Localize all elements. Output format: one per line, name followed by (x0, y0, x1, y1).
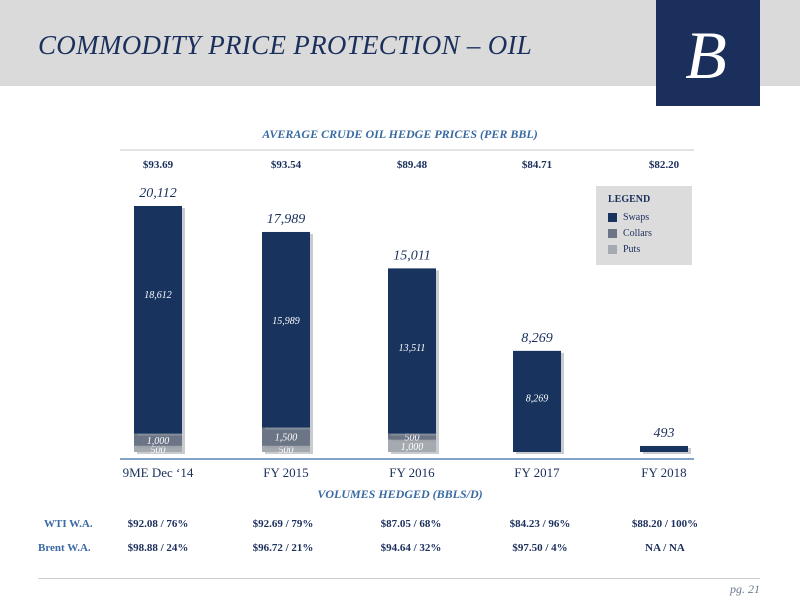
bar-segment-puts (134, 445, 182, 452)
price-label: $82.20 (649, 159, 680, 171)
chart-title: AVERAGE CRUDE OIL HEDGE PRICES (PER BBL) (262, 127, 538, 141)
table-row-label-brent: Brent W.A. (38, 542, 91, 554)
bar-segment-swaps (513, 350, 561, 452)
price-label: $89.48 (397, 159, 428, 171)
bar-segment-collars (134, 433, 182, 446)
table-cell: $92.69 / 79% (252, 518, 314, 530)
segment-label: 15,989 (272, 316, 300, 327)
table-cell: $84.23 / 96% (509, 518, 571, 530)
legend-swatch-swaps (608, 213, 617, 223)
legend-label-collars: Collars (623, 228, 652, 239)
table-cell: $94.64 / 32% (380, 542, 442, 554)
company-logo: B (656, 0, 760, 106)
bar-segment-swaps (134, 206, 182, 434)
legend-label-puts: Puts (623, 244, 641, 255)
legend-swatch-collars (608, 229, 617, 239)
footer-divider (38, 578, 760, 579)
total-label: 8,269 (521, 331, 553, 346)
category-label: 9ME Dec ‘14 (123, 465, 194, 480)
segment-label: 500 (279, 445, 294, 456)
total-label: 20,112 (139, 186, 176, 201)
legend-item-swaps: Swaps (608, 212, 649, 223)
table-cell: $98.88 / 24% (127, 542, 189, 554)
price-label: $93.54 (271, 159, 302, 171)
category-label: FY 2015 (263, 465, 308, 480)
total-label: 493 (654, 426, 675, 441)
segment-label: 8,269 (526, 393, 549, 404)
bar-segment-puts (262, 445, 310, 452)
page-number: pg. 21 (730, 582, 760, 596)
svg-text:B: B (685, 17, 727, 93)
segment-label: 1,000 (401, 442, 424, 453)
legend-label-swaps: Swaps (623, 212, 650, 223)
bar-segment-collars (262, 427, 310, 446)
bar-segment-swaps (262, 231, 310, 428)
segment-label: 18,612 (144, 290, 172, 301)
segment-label: 1,000 (147, 436, 170, 447)
bar-segment-collars (388, 433, 436, 440)
table-row-label-wti: WTI W.A. (44, 518, 93, 530)
bar-segment-swaps (640, 445, 688, 452)
page-title: COMMODITY PRICE PROTECTION – OIL (38, 30, 533, 60)
legend: LEGEND Swaps Collars Puts (596, 186, 692, 265)
total-label: 17,989 (267, 212, 306, 227)
table-cell: $97.50 / 4% (512, 542, 568, 554)
x-axis-title: VOLUMES HEDGED (BBLS/D) (317, 487, 483, 501)
table-cell: $92.08 / 76% (127, 518, 189, 530)
legend-item-puts: Puts (608, 244, 640, 255)
table-cell: $87.05 / 68% (380, 518, 442, 530)
bar-segment-puts (388, 439, 436, 452)
price-label: $93.69 (143, 159, 174, 171)
logo-b-icon: B (685, 17, 727, 93)
price-label: $84.71 (522, 159, 552, 171)
table-cell: $88.20 / 100% (631, 518, 699, 530)
table-cell: NA / NA (645, 542, 685, 554)
segment-label: 500 (405, 433, 420, 444)
category-label: FY 2017 (514, 465, 560, 480)
table-cell: $96.72 / 21% (252, 542, 314, 554)
legend-swatch-puts (608, 245, 617, 255)
bar-segment-swaps (388, 268, 436, 434)
segment-label: 13,511 (399, 343, 426, 354)
legend-title: LEGEND (608, 194, 651, 205)
category-label: FY 2016 (389, 465, 435, 480)
category-label: FY 2018 (641, 465, 686, 480)
total-label: 15,011 (393, 248, 430, 263)
segment-label: 1,500 (275, 433, 298, 444)
legend-item-collars: Collars (608, 228, 652, 239)
segment-label: 500 (151, 445, 166, 456)
